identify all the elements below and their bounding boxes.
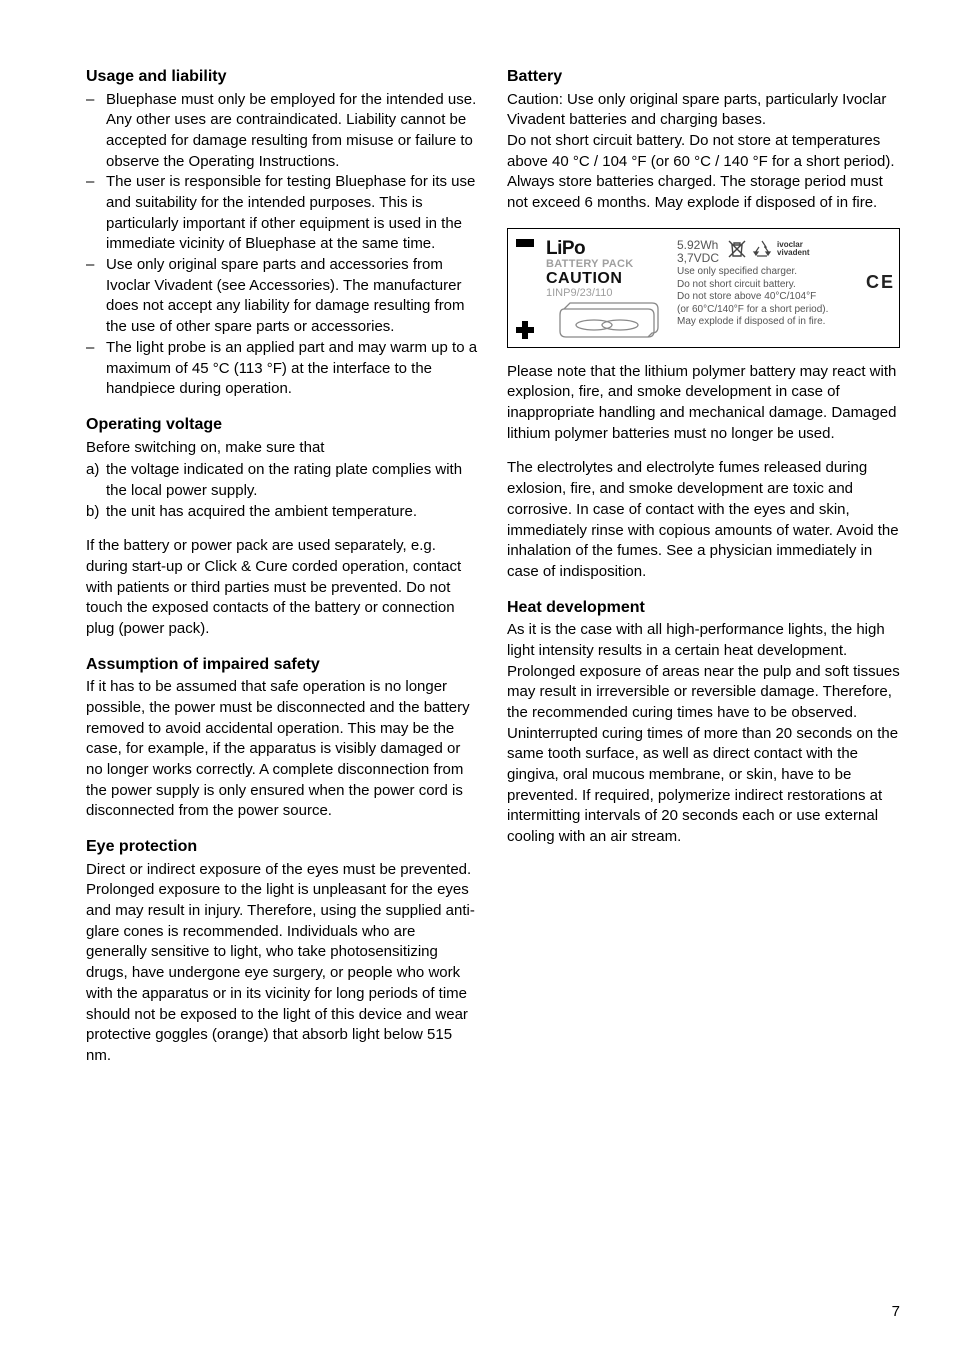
no-dispose-icon [727, 239, 747, 259]
heading-battery: Battery [507, 66, 900, 88]
voltage-extra: If the battery or power pack are used se… [86, 536, 479, 639]
usage-list: Bluephase must only be employed for the … [86, 90, 479, 400]
voltage-marker: a) [86, 460, 99, 481]
page-number: 7 [892, 1303, 900, 1320]
voltage-intro: Before switching on, make sure that [86, 438, 479, 459]
heading-eye: Eye protection [86, 836, 479, 858]
power-rating: 5.92Wh 3,7VDC [677, 239, 719, 265]
usage-item: Use only original spare parts and access… [86, 255, 479, 338]
minus-icon [516, 239, 534, 247]
label-warning-lines: Use only specified charger. Do not short… [677, 266, 893, 329]
section-impaired: Assumption of impaired safety If it has … [86, 654, 479, 822]
battery-pack-text: BATTERY PACK [546, 258, 669, 270]
usage-item: Bluephase must only be employed for the … [86, 90, 479, 173]
plus-icon [516, 321, 534, 339]
label-mid: LiPo BATTERY PACK CAUTION 1INP9/23/110 [542, 229, 675, 347]
ce-mark: CE [866, 271, 895, 294]
voltage-text: the unit has acquired the ambient temper… [106, 503, 417, 520]
page: Usage and liability Bluephase must only … [0, 0, 954, 1121]
heading-impaired: Assumption of impaired safety [86, 654, 479, 676]
label-icons: ivoclar vivadent [727, 239, 809, 259]
heading-usage: Usage and liability [86, 66, 479, 88]
battery-icon [552, 301, 662, 341]
usage-item: The user is responsible for testing Blue… [86, 172, 479, 255]
battery-label-graphic: LiPo BATTERY PACK CAUTION 1INP9/23/110 [507, 228, 900, 348]
section-heat: Heat development As it is the case with … [507, 597, 900, 848]
recycle-icon [751, 239, 773, 259]
section-voltage: Operating voltage Before switching on, m… [86, 414, 479, 640]
heat-text: As it is the case with all high-performa… [507, 620, 900, 848]
section-usage: Usage and liability Bluephase must only … [86, 66, 479, 400]
right-column: Battery Caution: Use only original spare… [507, 66, 900, 1081]
voltage-list: a) the voltage indicated on the rating p… [86, 460, 479, 522]
eye-text: Direct or indirect exposure of the eyes … [86, 860, 479, 1067]
lithium-note: Please note that the lithium polymer bat… [507, 362, 900, 445]
voltage-text: the voltage indicated on the rating plat… [106, 461, 462, 499]
electrolytes-note: The electrolytes and electrolyte fumes r… [507, 458, 900, 582]
battery-text: Caution: Use only original spare parts, … [507, 90, 900, 214]
battery-drawing [546, 305, 669, 341]
ivoclar-logo: ivoclar vivadent [777, 241, 809, 257]
impaired-text: If it has to be assumed that safe operat… [86, 677, 479, 822]
section-battery: Battery Caution: Use only original spare… [507, 66, 900, 214]
section-eye: Eye protection Direct or indirect exposu… [86, 836, 479, 1066]
voltage-item: a) the voltage indicated on the rating p… [86, 460, 479, 501]
model-code: 1INP9/23/110 [546, 287, 669, 300]
lipo-text: LiPo [546, 239, 669, 258]
left-column: Usage and liability Bluephase must only … [86, 66, 479, 1081]
polarity-column [508, 229, 542, 347]
caution-text: CAUTION [546, 270, 669, 288]
heading-voltage: Operating voltage [86, 414, 479, 436]
usage-item: The light probe is an applied part and m… [86, 338, 479, 400]
label-right: 5.92Wh 3,7VDC [675, 229, 899, 347]
voltage-marker: b) [86, 502, 99, 523]
heading-heat: Heat development [507, 597, 900, 619]
voltage-item: b) the unit has acquired the ambient tem… [86, 502, 479, 523]
